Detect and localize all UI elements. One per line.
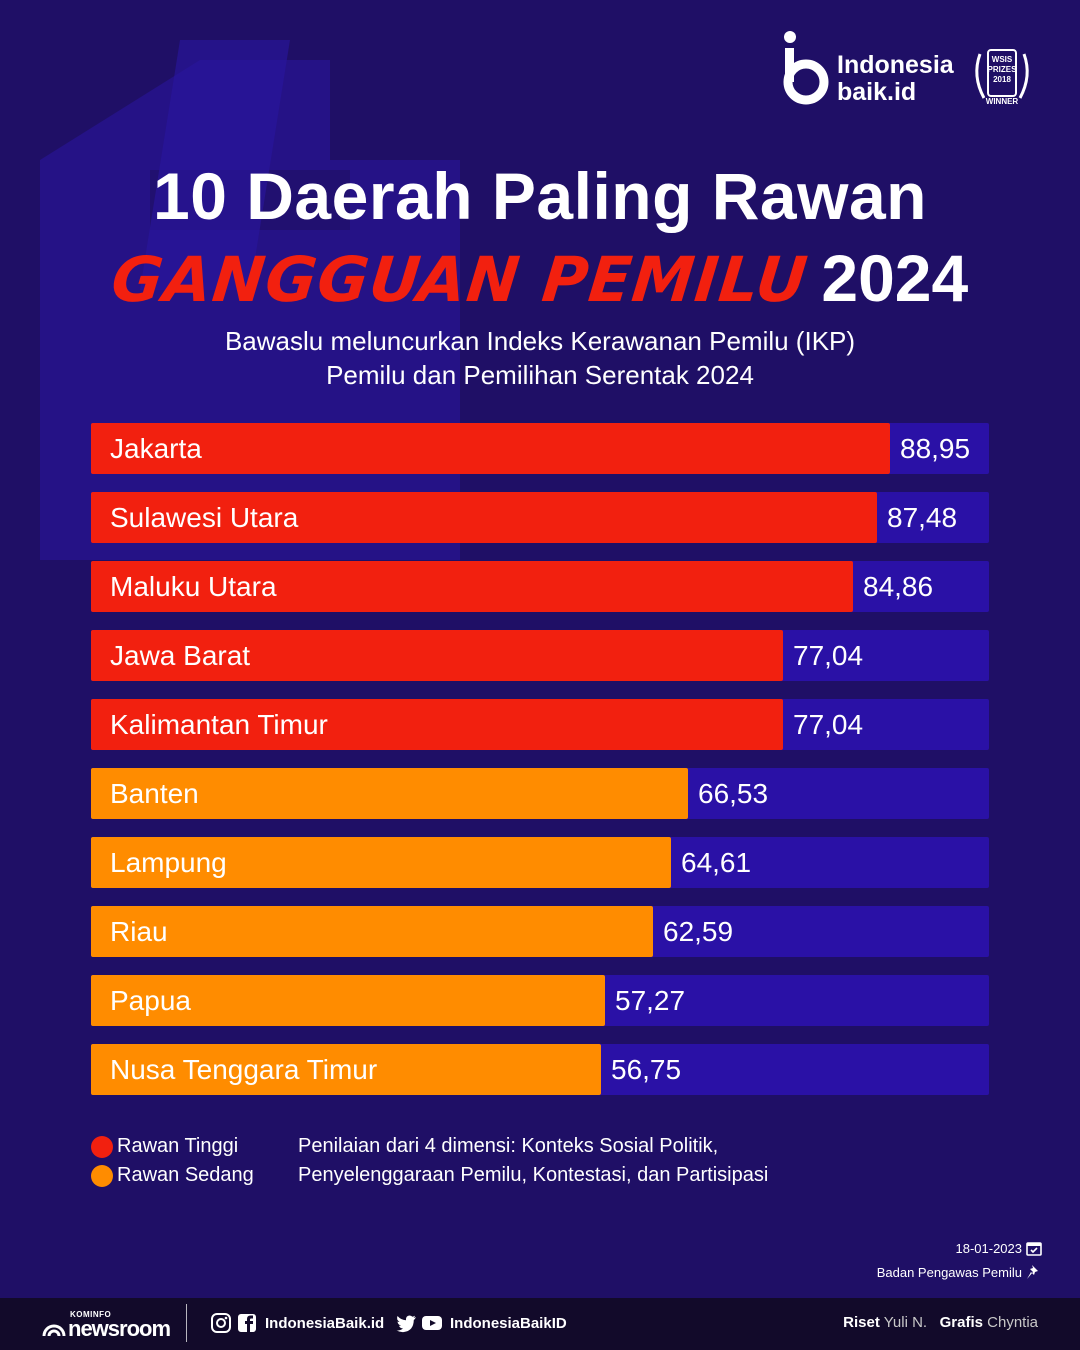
bar-chart: Jakarta 88,95 Sulawesi Utara 87,48 Maluku Ut… bbox=[91, 423, 989, 1095]
legend: Rawan Tinggi Rawan Sedang bbox=[91, 1132, 254, 1190]
bar-row: Riau 62,59 bbox=[91, 906, 989, 957]
bar-value-label: 87,48 bbox=[887, 502, 958, 533]
riset-name: Yuli N. bbox=[883, 1314, 928, 1331]
subtitle: Bawaslu meluncurkan Indeks Kerawanan Pem… bbox=[0, 324, 1080, 392]
grafis-label: Grafis bbox=[939, 1314, 983, 1331]
legend-label-sedang: Rawan Sedang bbox=[117, 1164, 254, 1186]
award-line2: PRIZES bbox=[988, 65, 1018, 74]
grafis-name: Chyntia bbox=[987, 1314, 1038, 1331]
instagram-icon bbox=[211, 1313, 231, 1333]
legend-dot-sedang bbox=[91, 1164, 113, 1187]
bar bbox=[91, 975, 605, 1026]
page-title: 10 Daerah Paling Rawan bbox=[153, 159, 927, 233]
bar-row: Jawa Barat 77,04 bbox=[91, 630, 989, 681]
twitter-icon bbox=[396, 1315, 416, 1333]
subtitle-line2: Pemilu dan Pemilihan Serentak 2024 bbox=[326, 360, 754, 390]
legend-item-tinggi: Rawan Tinggi bbox=[91, 1132, 254, 1161]
legend-item-sedang: Rawan Sedang bbox=[91, 1161, 254, 1190]
bar-value-label: 77,04 bbox=[793, 709, 864, 740]
indonesiabaik-mark-icon bbox=[783, 31, 829, 105]
bar bbox=[91, 492, 877, 543]
bar-row: Sulawesi Utara 87,48 bbox=[91, 492, 989, 543]
publish-date: 18-01-2023 bbox=[956, 1240, 1043, 1256]
social-web[interactable]: IndonesiaBaik.id bbox=[210, 1312, 384, 1334]
bar-row: Papua 57,27 bbox=[91, 975, 989, 1026]
bar bbox=[91, 699, 783, 750]
subtitle-line1: Bawaslu meluncurkan Indeks Kerawanan Pem… bbox=[224, 326, 856, 356]
award-line3: 2018 bbox=[993, 75, 1011, 84]
bar-category-label: Kalimantan Timur bbox=[110, 709, 328, 740]
kominfo-newsroom-logo: KOMINFO newsroom bbox=[42, 1310, 172, 1341]
bar-value-label: 88,95 bbox=[900, 433, 971, 464]
youtube-icon bbox=[422, 1316, 442, 1330]
bar bbox=[91, 768, 688, 819]
wsis-award-icon: WSIS PRIZES 2018 WINNER bbox=[975, 49, 1029, 106]
kominfo-label: KOMINFO bbox=[70, 1310, 112, 1319]
logo-line1: Indonesia bbox=[837, 51, 954, 79]
page-title-line2: GANGGUAN PEMILU 2024 bbox=[0, 238, 1080, 337]
bar-category-label: Nusa Tenggara Timur bbox=[110, 1054, 378, 1085]
footer-divider bbox=[186, 1304, 187, 1342]
assessment-note: Penilaian dari 4 dimensi: Konteks Sosial… bbox=[298, 1132, 768, 1190]
bar bbox=[91, 906, 653, 957]
logo-text: Indonesia baik.id bbox=[837, 52, 954, 106]
date-text: 18-01-2023 bbox=[955, 1240, 1023, 1256]
award-line4: WINNER bbox=[986, 97, 1019, 106]
bar-category-label: Sulawesi Utara bbox=[110, 502, 299, 533]
bar-value-label: 56,75 bbox=[611, 1054, 682, 1085]
bar bbox=[91, 1044, 601, 1095]
bar-row: Nusa Tenggara Timur 56,75 bbox=[91, 1044, 989, 1095]
credits: Riset Yuli N. Grafis Chyntia bbox=[843, 1314, 1038, 1331]
data-source: Badan Pengawas Pemilu bbox=[877, 1264, 1042, 1280]
bar-row: Jakarta 88,95 bbox=[91, 423, 989, 474]
website-handle: IndonesiaBaik.id bbox=[265, 1314, 385, 1332]
bar-category-label: Maluku Utara bbox=[110, 571, 277, 602]
riset-label: Riset bbox=[843, 1314, 880, 1331]
newsroom-label: newsroom bbox=[68, 1316, 171, 1341]
bar-value-label: 84,86 bbox=[863, 571, 934, 602]
footer-bar: KOMINFO newsroom IndonesiaBaik.id bbox=[0, 1298, 1080, 1350]
calendar-icon bbox=[1026, 1242, 1042, 1256]
title-year: 2024 bbox=[821, 241, 969, 315]
bar-category-label: Papua bbox=[110, 985, 191, 1016]
bar bbox=[91, 423, 890, 474]
bar-category-label: Banten bbox=[110, 778, 199, 809]
bar-value-label: 62,59 bbox=[663, 916, 734, 947]
bar-value-label: 64,61 bbox=[681, 847, 752, 878]
indonesiabaik-logo: Indonesia baik.id WSIS PRIZES 2018 WINNE… bbox=[782, 30, 1052, 110]
note-line2: Penyelenggaraan Pemilu, Kontestasi, dan … bbox=[298, 1164, 769, 1186]
bar-value-label: 57,27 bbox=[615, 985, 686, 1016]
bar-value-label: 66,53 bbox=[698, 778, 769, 809]
award-line1: WSIS bbox=[992, 55, 1013, 64]
bar-row: Maluku Utara 84,86 bbox=[91, 561, 989, 612]
bar-row: Kalimantan Timur 77,04 bbox=[91, 699, 989, 750]
note-line1: Penilaian dari 4 dimensi: Konteks Sosial… bbox=[298, 1135, 719, 1157]
bar bbox=[91, 630, 783, 681]
logo-line2: baik.id bbox=[837, 78, 917, 106]
bar-category-label: Lampung bbox=[110, 847, 227, 878]
source-text: Badan Pengawas Pemilu bbox=[876, 1264, 1022, 1280]
pin-icon bbox=[1027, 1265, 1038, 1279]
legend-dot-tinggi bbox=[91, 1135, 113, 1158]
bar-category-label: Riau bbox=[110, 916, 168, 947]
bar bbox=[91, 837, 671, 888]
bar-category-label: Jawa Barat bbox=[110, 640, 251, 671]
kominfo-mark-icon bbox=[42, 1324, 66, 1337]
bar-row: Banten 66,53 bbox=[91, 768, 989, 819]
bar-value-label: 77,04 bbox=[793, 640, 864, 671]
bar-category-label: Jakarta bbox=[110, 433, 202, 464]
social-handle-text: IndonesiaBaikID bbox=[450, 1314, 567, 1332]
bar-row: Lampung 64,61 bbox=[91, 837, 989, 888]
bar bbox=[91, 561, 853, 612]
social-handle[interactable]: IndonesiaBaikID bbox=[395, 1312, 567, 1334]
facebook-icon bbox=[238, 1314, 256, 1332]
legend-label-tinggi: Rawan Tinggi bbox=[117, 1135, 239, 1157]
title-highlight: GANGGUAN PEMILU bbox=[108, 243, 812, 316]
